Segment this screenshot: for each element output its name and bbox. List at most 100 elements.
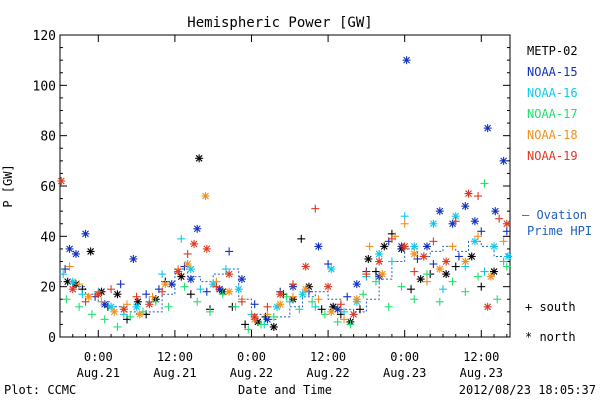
point-stroke <box>203 245 211 253</box>
south-point-noaa-18 <box>263 310 272 319</box>
south-point-noaa-15 <box>142 290 151 299</box>
north-point-noaa-19 <box>349 310 358 319</box>
north-point-metp-02 <box>467 252 476 261</box>
south-point-noaa-17 <box>423 270 432 279</box>
point-stroke <box>504 253 512 260</box>
footer-timestamp: 2012/08/23 18:05:37 <box>459 383 596 397</box>
north-point-metp-02 <box>195 154 204 163</box>
north-point-metp-02 <box>177 272 186 281</box>
north-point-noaa-15 <box>461 202 470 211</box>
point-stroke <box>490 268 498 275</box>
north-point-metp-02 <box>490 267 499 276</box>
north-point-noaa-15 <box>491 207 500 216</box>
south-point-noaa-19 <box>237 297 246 306</box>
south-point-noaa-17 <box>100 315 109 324</box>
south-point-noaa-16 <box>387 257 396 266</box>
point-stroke <box>82 230 89 238</box>
south-point-noaa-17 <box>180 282 189 291</box>
north-point-noaa-16 <box>375 249 384 258</box>
point-stroke <box>202 192 209 200</box>
point-stroke <box>461 258 469 265</box>
north-point-noaa-15 <box>483 124 492 133</box>
south-point-noaa-17 <box>410 295 419 304</box>
south-point-noaa-19 <box>288 280 297 289</box>
x-axis: 0:00 Aug.21 12:00 Aug.21 0:00 Aug.22 12:00 Aug.… <box>72 35 508 380</box>
south-point-noaa-18 <box>148 292 157 301</box>
x-tick-label-time: 12:00 <box>157 350 193 364</box>
point-stroke <box>177 273 185 280</box>
south-point-noaa-18 <box>340 315 349 324</box>
south-point-noaa-19 <box>495 214 504 223</box>
south-point-noaa-16 <box>78 290 87 299</box>
south-point-noaa-17 <box>461 287 470 296</box>
x-tick-label-date: Aug.23 <box>383 366 426 380</box>
south-point-noaa-17 <box>295 305 304 314</box>
point-stroke <box>168 280 176 288</box>
point-stroke <box>193 225 201 233</box>
north-point-noaa-15 <box>435 207 444 216</box>
south-point-noaa-15 <box>225 247 234 256</box>
south-point-noaa-16 <box>177 234 186 243</box>
north-point-noaa-15 <box>129 254 138 263</box>
north-point-noaa-18 <box>135 310 144 319</box>
south-point-noaa-19 <box>336 300 345 309</box>
south-point-noaa-19 <box>132 292 141 301</box>
south-point-noaa-18 <box>365 242 374 251</box>
north-point-noaa-19 <box>145 300 154 309</box>
point-stroke <box>161 280 169 288</box>
legend-entry: NOAA-17 <box>527 107 578 121</box>
north-point-noaa-19 <box>190 239 199 248</box>
south-point-noaa-19 <box>429 237 438 246</box>
point-stroke <box>216 285 223 293</box>
point-stroke <box>500 157 508 165</box>
point-stroke <box>174 268 182 275</box>
point-stroke <box>327 265 335 273</box>
point-stroke <box>107 303 115 311</box>
point-stroke <box>471 217 479 225</box>
x-tick-label-time: 0:00 <box>84 350 113 364</box>
north-point-noaa-16 <box>68 277 77 286</box>
north-point-noaa-18 <box>378 270 387 279</box>
point-stroke <box>465 190 472 197</box>
south-point-noaa-18 <box>97 297 106 306</box>
point-stroke <box>130 255 137 263</box>
south-point-metp-02 <box>356 305 364 314</box>
south-point-noaa-17 <box>493 295 502 304</box>
south-point-noaa-15 <box>324 260 333 269</box>
south-point-noaa-19 <box>263 302 272 311</box>
y-tick-label: 80 <box>40 130 56 145</box>
point-stroke <box>57 177 65 185</box>
north-point-noaa-15 <box>352 280 361 289</box>
north-point-noaa-18 <box>161 280 170 289</box>
point-stroke <box>353 280 361 288</box>
north-point-noaa-15 <box>499 156 508 165</box>
point-stroke <box>353 295 361 303</box>
south-point-noaa-19 <box>158 287 167 296</box>
legend-entry: NOAA-16 <box>527 86 578 100</box>
x-tick-label-date: Aug.23 <box>460 366 503 380</box>
south-point-noaa-17 <box>113 322 122 331</box>
legend: METP-02 NOAA-15 NOAA-16 NOAA-17 NOAA-18 NOAA-… <box>522 44 592 344</box>
point-stroke <box>94 290 102 298</box>
north-point-noaa-16 <box>470 237 479 246</box>
point-stroke <box>64 278 72 286</box>
point-stroke <box>195 154 203 162</box>
south-point-metp-02 <box>317 305 326 314</box>
south-point-noaa-19 <box>107 285 116 294</box>
point-stroke <box>134 298 142 306</box>
point-stroke <box>87 248 95 255</box>
south-point-noaa-18 <box>499 237 508 246</box>
south-point-noaa-15 <box>343 292 352 301</box>
south-point-noaa-17 <box>257 320 266 329</box>
south-point-noaa-15 <box>202 287 211 296</box>
north-point-noaa-19 <box>57 176 66 185</box>
north-point-metp-02 <box>113 290 122 299</box>
point-stroke <box>430 220 437 228</box>
legend-entry: NOAA-19 <box>527 149 578 163</box>
point-stroke <box>403 56 410 64</box>
north-point-noaa-18 <box>435 265 444 274</box>
south-point-noaa-17 <box>480 179 489 188</box>
south-point-noaa-15 <box>429 260 438 269</box>
north-point-noaa-18 <box>276 300 285 309</box>
